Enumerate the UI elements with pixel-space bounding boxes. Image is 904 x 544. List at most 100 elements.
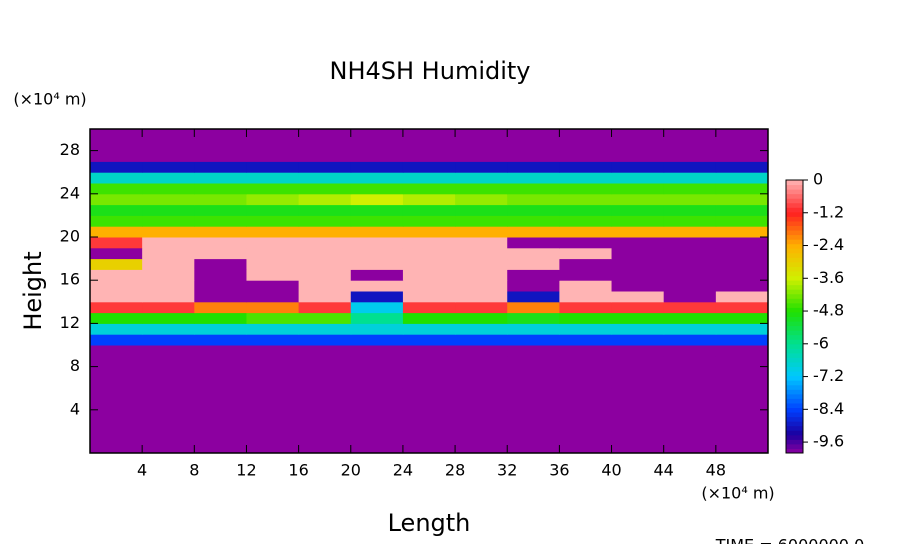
colorbar-swatch <box>786 293 803 299</box>
heatmap-cell <box>611 237 665 249</box>
heatmap-cell <box>298 139 352 152</box>
heatmap-cell <box>142 399 195 411</box>
heatmap-cell <box>246 193 300 206</box>
heatmap-cell <box>611 442 665 454</box>
heatmap-cell <box>194 193 247 206</box>
heatmap-cell <box>298 150 352 162</box>
heatmap-cell <box>455 247 508 260</box>
heatmap-cell <box>715 150 769 162</box>
heatmap-cell <box>455 204 508 216</box>
heatmap-cell <box>611 150 665 162</box>
heatmap-cell <box>663 355 717 368</box>
heatmap-cell <box>611 258 665 270</box>
colorbar-swatch <box>786 316 803 322</box>
heatmap-cell <box>559 150 613 162</box>
heatmap-cell <box>559 226 613 238</box>
colorbar-swatch <box>786 230 803 236</box>
heatmap-cell <box>142 420 195 432</box>
heatmap-cell <box>90 355 143 368</box>
heatmap-cell <box>455 366 508 378</box>
colorbar-swatch <box>786 207 803 213</box>
heatmap-cell <box>715 129 769 141</box>
heatmap-cell <box>663 226 717 238</box>
heatmap-cell <box>90 172 143 184</box>
colorbar-tick-label: -3.6 <box>813 268 844 287</box>
heatmap-cell <box>663 129 717 141</box>
heatmap-cell <box>715 377 769 389</box>
colorbar-tick-label: -4.8 <box>813 301 844 320</box>
x-tick-label: 12 <box>236 461 256 480</box>
heatmap-cell <box>90 366 143 378</box>
heatmap-cell <box>611 399 665 411</box>
heatmap-cell <box>298 258 352 270</box>
heatmap-cell <box>298 334 352 346</box>
heatmap-cell <box>507 193 560 206</box>
heatmap-cell <box>142 377 195 389</box>
heatmap-cell <box>455 139 508 152</box>
heatmap-cell <box>350 215 404 227</box>
heatmap-cell <box>350 280 404 292</box>
heatmap-cell <box>455 280 508 292</box>
colorbar-swatch <box>786 412 803 418</box>
heatmap-cell <box>350 226 404 238</box>
heatmap-cell <box>507 161 560 173</box>
heatmap-cell <box>194 183 247 195</box>
heatmap-cell <box>663 334 717 346</box>
y-tick-label: 16 <box>60 270 80 289</box>
colorbar-swatch <box>786 180 803 186</box>
heatmap-cell <box>194 355 247 368</box>
heatmap-cell <box>611 193 665 206</box>
heatmap-cell <box>402 258 456 270</box>
heatmap-cell <box>663 247 717 260</box>
heatmap-cell <box>663 431 717 443</box>
heatmap-cell <box>142 269 195 281</box>
colorbar-swatch <box>786 298 803 304</box>
heatmap-cell <box>559 161 613 173</box>
colorbar-swatch <box>786 334 803 340</box>
colorbar-tick-label: 0 <box>813 170 823 189</box>
heatmap-cell <box>715 204 769 216</box>
heatmap-cell <box>402 431 456 443</box>
heatmap-cell <box>663 193 717 206</box>
colorbar-swatch <box>786 193 803 199</box>
heatmap-cell <box>142 150 195 162</box>
heatmap-cell <box>246 291 300 303</box>
heatmap-cell <box>142 237 195 249</box>
heatmap-cell <box>90 247 143 260</box>
heatmap-cell <box>559 377 613 389</box>
heatmap-cell <box>507 172 560 184</box>
heatmap-cell <box>715 161 769 173</box>
heatmap-cell <box>663 150 717 162</box>
heatmap-cell <box>715 355 769 368</box>
heatmap-cell <box>611 355 665 368</box>
heatmap-cell <box>455 420 508 432</box>
heatmap-cell <box>298 442 352 454</box>
heatmap-cell <box>402 193 456 206</box>
heatmap-cell <box>298 226 352 238</box>
heatmap-cell <box>246 215 300 227</box>
heatmap-cell <box>611 301 665 314</box>
colorbar-swatch <box>786 330 803 336</box>
heatmap-cell <box>611 172 665 184</box>
heatmap-cell <box>663 269 717 281</box>
heatmap-cell <box>350 150 404 162</box>
x-tick-label: 36 <box>549 461 569 480</box>
heatmap-cell <box>90 280 143 292</box>
heatmap-cell <box>715 269 769 281</box>
heatmap-cell <box>142 258 195 270</box>
heatmap-cell <box>507 420 560 432</box>
heatmap-cell <box>142 291 195 303</box>
heatmap-cell <box>611 183 665 195</box>
heatmap-cell <box>559 129 613 141</box>
heatmap-cell <box>298 193 352 206</box>
heatmap-cell <box>507 323 560 335</box>
colorbar-swatch <box>786 321 803 327</box>
heatmap-cell <box>455 172 508 184</box>
heatmap-cell <box>715 172 769 184</box>
heatmap-cell <box>715 193 769 206</box>
x-tick-label: 24 <box>393 461 413 480</box>
heatmap-cell <box>142 355 195 368</box>
heatmap-cell <box>142 388 195 400</box>
colorbar-swatch <box>786 325 803 331</box>
heatmap-cell <box>350 129 404 141</box>
